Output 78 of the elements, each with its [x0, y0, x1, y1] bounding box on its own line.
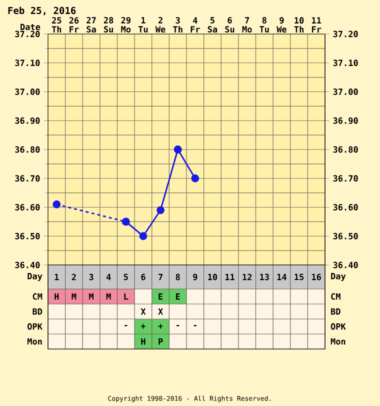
y2-tick-label: OPK — [330, 323, 346, 330]
y2-tick-label: 36.90 — [333, 117, 358, 124]
x-tick-label: 12 — [242, 274, 252, 280]
x-tick-label: 2 We — [155, 17, 166, 32]
x-tick-label: 7 — [158, 274, 162, 280]
y2-tick-label: 36.60 — [333, 204, 358, 210]
text: X — [158, 308, 163, 315]
text: E — [176, 293, 180, 300]
y2-tick-label: 37.10 — [333, 60, 358, 66]
text: P — [158, 338, 163, 345]
text: + — [140, 324, 146, 329]
chart-title: Feb 25, 2016 — [8, 6, 76, 16]
y-tick-label: 37.00 — [15, 88, 40, 95]
x-tick-label: 28 Su — [104, 17, 114, 32]
x-tick-label: 11 Fr — [312, 17, 322, 32]
text: L — [124, 293, 128, 300]
text: - — [194, 324, 196, 326]
y-tick-label: 36.50 — [15, 232, 40, 240]
x-tick-label: 2 — [72, 274, 76, 280]
y2-tick-label: 37.20 — [333, 30, 358, 38]
y-tick-label: Mon — [27, 338, 42, 345]
x-tick-label: 9 — [193, 274, 198, 280]
y-tick-label: BD — [32, 308, 42, 315]
text: + — [158, 324, 163, 329]
text: M — [106, 293, 111, 300]
x-tick-label: 26 Fr — [69, 17, 79, 32]
x-tick-label: 7 Mo — [242, 17, 252, 32]
text: - — [124, 324, 128, 326]
x-tick-label: 25 Th — [52, 17, 62, 32]
x-axis-title: Day — [28, 273, 42, 281]
x-tick-label: 9 We — [276, 17, 286, 32]
text: M — [72, 293, 76, 300]
x-tick-label: 5 — [124, 274, 128, 280]
y-tick-label: 36.60 — [15, 204, 40, 210]
text: Day — [331, 273, 346, 281]
y-tick-label: 37.10 — [15, 60, 40, 66]
text: E — [158, 293, 163, 300]
x-tick-label: 1 — [54, 274, 59, 280]
x-tick-label: 27 Sa — [86, 17, 96, 32]
x-tick-label: 10 Th — [294, 17, 304, 32]
x-tick-label: 11 — [225, 274, 234, 280]
y-tick-label: 37.20 — [15, 30, 40, 38]
text: X — [140, 308, 146, 315]
x-tick-label: 6 Su — [225, 17, 234, 32]
y2-tick-label: 36.80 — [333, 146, 358, 153]
y2-tick-label: 36.70 — [333, 175, 358, 182]
y-tick-label: 36.90 — [15, 117, 40, 124]
x-tick-label: 8 — [176, 274, 180, 280]
y2-tick-label: 36.50 — [333, 232, 358, 240]
x-tick-label: 10 — [208, 274, 218, 280]
y2-tick-label: BD — [331, 308, 340, 315]
y-tick-label: 36.40 — [15, 262, 40, 268]
y-tick-label: 36.70 — [15, 175, 40, 182]
y2-tick-label: CM — [331, 293, 340, 300]
x-tick-label: 29 Mo — [121, 17, 131, 32]
x-tick-label: 16 — [312, 274, 321, 280]
text: H — [141, 338, 146, 345]
x-tick-label: 5 Sa — [208, 17, 218, 32]
x-tick-label: 1 Tu — [138, 17, 148, 32]
y2-tick-label: 37.00 — [333, 88, 358, 95]
x-tick-label: 8 Tu — [260, 17, 269, 32]
x-tick-label: 14 — [277, 274, 286, 280]
y-tick-label: OPK — [28, 323, 42, 330]
x-tick-label: 6 — [141, 274, 146, 280]
x-tick-label: 3 Th — [173, 17, 182, 32]
x-tick-label: 4 Fr — [190, 17, 200, 32]
y-tick-label: 36.80 — [15, 146, 40, 153]
y2-tick-label: 36.40 — [333, 262, 358, 268]
x-tick-label: 13 — [260, 274, 269, 280]
x-tick-label: 4 — [106, 274, 111, 280]
x-tick-label: 15 — [294, 274, 304, 280]
x-tick-label: 3 — [89, 274, 94, 280]
x-axis-title: Date — [20, 24, 40, 30]
y-tick-label: CM — [32, 293, 42, 300]
text: - — [176, 324, 180, 326]
text: H — [54, 293, 59, 300]
text: M — [89, 293, 94, 300]
y2-tick-label: Mon — [330, 338, 346, 345]
